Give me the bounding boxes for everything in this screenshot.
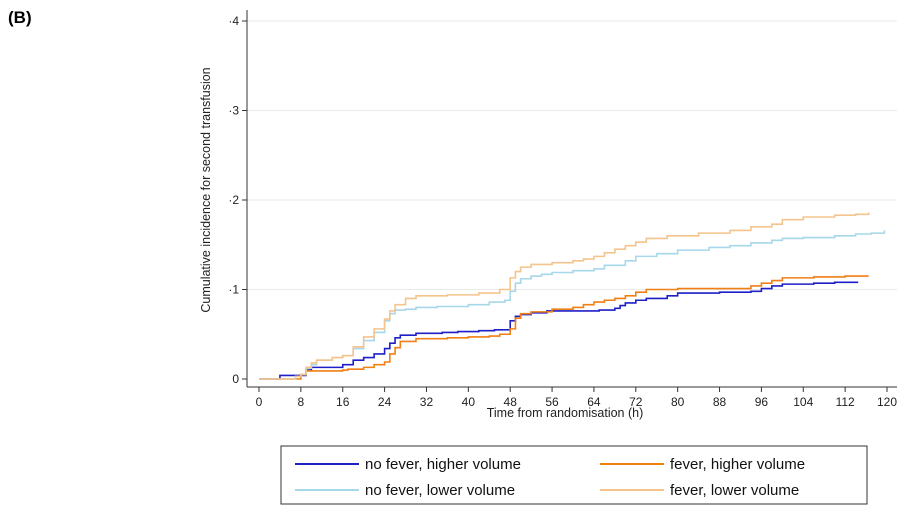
x-tick-label: 32 [420,395,434,409]
legend-label: fever, lower volume [670,482,799,499]
series-line-no-fever-higher-volume [259,281,859,380]
x-tick-label: 72 [629,395,643,409]
legend-label: no fever, higher volume [365,456,521,473]
x-tick-label: 16 [336,395,350,409]
y-axis-title: Cumulative incidence for second transfus… [199,67,213,312]
y-tick-label: 0 [232,372,239,386]
y-tick-label: ·2 [228,193,239,207]
x-tick-label: 40 [462,395,476,409]
x-ticks: 0 8 16 24 32 40 48 56 64 72 80 88 96 104 112 120 [256,387,897,409]
y-tick-label: ·1 [228,283,239,297]
panel-label: (B) [8,8,32,27]
x-tick-label: 104 [793,395,813,409]
y-tick-label: ·3 [228,104,239,118]
legend-label: no fever, lower volume [365,482,515,499]
series-line-fever-lower-volume [259,212,870,380]
series-lines [259,212,886,380]
legend-label: fever, higher volume [670,456,805,473]
x-tick-label: 112 [836,395,855,409]
x-tick-label: 24 [378,395,392,409]
x-tick-label: 56 [545,395,559,409]
x-tick-label: 8 [298,395,305,409]
x-tick-label: 0 [256,395,263,409]
y-tick-label: ·4 [228,14,239,28]
series-line-fever-higher-volume [259,275,869,380]
x-tick-label: 96 [755,395,769,409]
y-ticks: 0 ·1 ·2 ·3 ·4 [228,14,247,386]
x-tick-label: 120 [877,395,897,409]
series-line-no-fever-lower-volume [259,230,886,380]
x-tick-label: 48 [504,395,518,409]
axes [246,10,897,388]
x-tick-label: 80 [671,395,685,409]
x-tick-label: 64 [587,395,601,409]
x-tick-label: 88 [713,395,727,409]
legend: no fever, higher volume fever, higher vol… [280,445,868,505]
legend-box [280,445,868,505]
gridlines [247,20,897,290]
x-axis-title: Time from randomisation (h) [487,406,644,420]
